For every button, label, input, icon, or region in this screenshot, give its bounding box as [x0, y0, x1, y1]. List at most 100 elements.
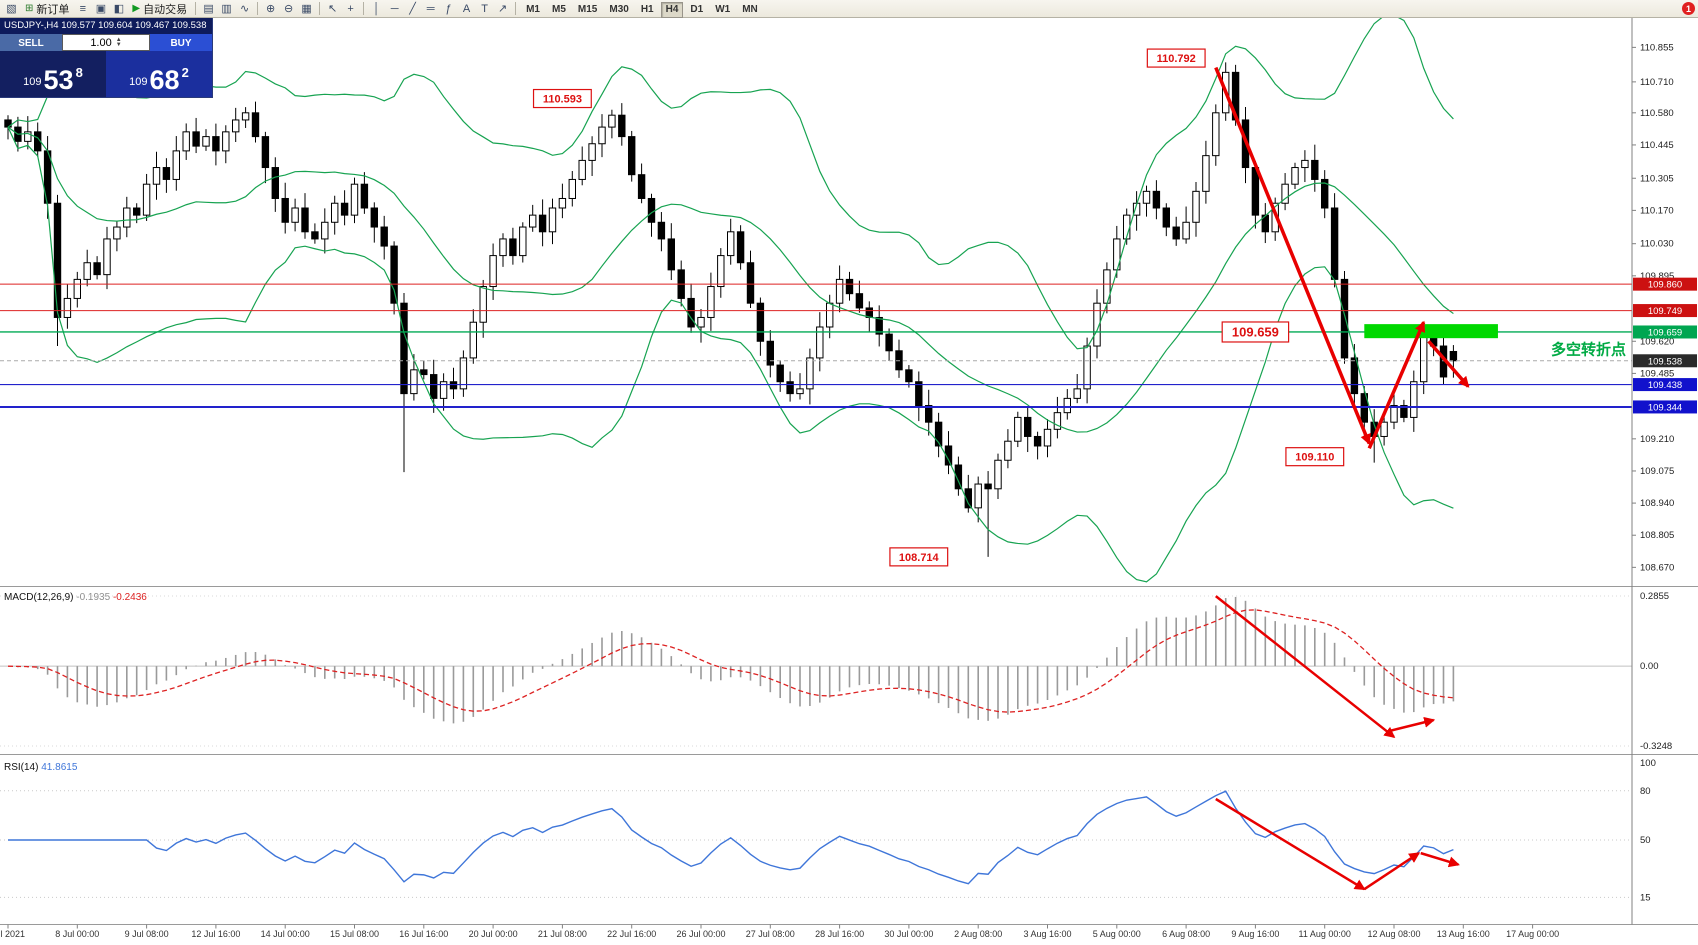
svg-text:109.659: 109.659 — [1648, 327, 1682, 338]
sell-price-button[interactable]: 109 53 8 — [0, 51, 106, 97]
svg-text:11 Aug 00:00: 11 Aug 00:00 — [1299, 929, 1351, 939]
svg-text:5 Aug 00:00: 5 Aug 00:00 — [1093, 929, 1141, 939]
vertical-line-icon[interactable]: │ — [373, 2, 381, 15]
price-axis[interactable]: 110.855 110.710 110.580 110.445 110.305 110.1… — [1631, 18, 1697, 925]
svg-text:28 Jul 16:00: 28 Jul 16:00 — [815, 929, 864, 939]
new-order-label: 新订单 — [36, 3, 70, 16]
timeframe-m1-button[interactable]: M1 — [526, 4, 540, 15]
chart-canvas[interactable]: 110.593 110.792 109.659 109.110 108.714 多空转折点… — [0, 18, 1698, 945]
candlestick-chart-icon[interactable]: ▥ — [221, 3, 232, 15]
svg-text:27 Jul 08:00: 27 Jul 08:00 — [746, 929, 795, 939]
volume-stepper[interactable]: 1.00 ▲ ▼ — [62, 34, 150, 51]
horizontal-lines[interactable] — [0, 283, 1632, 408]
svg-text:6 Aug 08:00: 6 Aug 08:00 — [1162, 929, 1210, 939]
svg-text:108.714: 108.714 — [899, 552, 940, 564]
toolbar-separator — [257, 2, 259, 15]
candlesticks — [4, 62, 1458, 557]
timeframe-d1-button[interactable]: D1 — [690, 4, 704, 15]
svg-text:22 Jul 16:00: 22 Jul 16:00 — [607, 929, 656, 939]
buy-price-button[interactable]: 109 68 2 — [106, 51, 212, 97]
auto-trading-button[interactable]: ▶ 自动交易 — [128, 1, 191, 16]
trendline-icon[interactable]: ╱ — [409, 3, 416, 15]
svg-text:109.110: 109.110 — [1295, 452, 1334, 464]
timeframe-mn-button[interactable]: MN — [742, 4, 758, 15]
svg-text:-0.3248: -0.3248 — [1640, 741, 1672, 752]
toolbar-separator — [195, 2, 197, 15]
crosshair-icon[interactable]: + — [347, 2, 354, 15]
svg-text:109.438: 109.438 — [1648, 380, 1682, 391]
buy-price-prefix: 109 — [129, 76, 148, 88]
plot-layers: 110.593 110.792 109.659 109.110 108.714 多空转折点 — [0, 18, 1632, 583]
notification-badge[interactable]: 1 — [1682, 2, 1695, 15]
svg-text:100: 100 — [1640, 758, 1656, 769]
chart-area: 110.593 110.792 109.659 109.110 108.714 多空转折点… — [0, 18, 1698, 945]
timeframe-h1-button[interactable]: H1 — [640, 4, 654, 15]
svg-text:8 Jul 00:00: 8 Jul 00:00 — [55, 929, 99, 939]
time-axis[interactable]: Jul 2021 8 Jul 00:00 9 Jul 08:00 12 Jul 16:… — [0, 924, 1559, 940]
price-tag — [1633, 378, 1697, 392]
new-order-button[interactable]: ⊞ 新订单 — [21, 1, 73, 16]
svg-text:80: 80 — [1640, 786, 1651, 797]
sell-price-prefix: 109 — [23, 76, 42, 88]
toolbar-separator — [319, 2, 321, 15]
price-tag — [1633, 277, 1697, 291]
price-tag — [1633, 325, 1697, 339]
svg-text:13 Aug 16:00: 13 Aug 16:00 — [1437, 929, 1490, 939]
timeframe-m5-button[interactable]: M5 — [552, 4, 566, 15]
timeframe-h4-button[interactable]: H4 — [660, 2, 684, 18]
turning-point-note: 多空转折点 — [1551, 341, 1626, 359]
timeframe-w1-button[interactable]: W1 — [715, 4, 731, 15]
buy-button[interactable]: BUY — [150, 34, 212, 51]
volume-up-button[interactable]: ▲ — [115, 36, 122, 43]
market-watch-icon[interactable]: ≡ — [79, 2, 87, 15]
cursor-icon[interactable]: ↖ — [327, 3, 338, 15]
line-chart-icon[interactable]: ∿ — [239, 3, 250, 15]
timeframe-m15-button[interactable]: M15 — [577, 4, 598, 15]
svg-text:109.538: 109.538 — [1648, 356, 1682, 367]
volume-down-button[interactable]: ▼ — [115, 41, 122, 48]
toolbar: ▧ ⊞ 新订单 ≡ ▣ ◧ ▶ 自动交易 ▤ ▥ ∿ ⊕ ⊖ ▦ ↖ + │ ─… — [0, 0, 1698, 18]
svg-text:21 Jul 08:00: 21 Jul 08:00 — [538, 929, 587, 939]
svg-text:109.659: 109.659 — [1232, 325, 1279, 340]
svg-text:110.792: 110.792 — [1157, 53, 1196, 65]
toolbar-separator — [515, 2, 517, 15]
sell-button[interactable]: SELL — [0, 34, 62, 51]
svg-text:109.749: 109.749 — [1648, 306, 1682, 317]
sell-price-sup: 8 — [75, 65, 83, 80]
arrows-icon[interactable]: ↗ — [497, 3, 508, 15]
auto-trading-label: 自动交易 — [143, 3, 188, 16]
data-window-icon[interactable]: ▣ — [95, 3, 107, 15]
svg-text:110.710: 110.710 — [1640, 77, 1674, 88]
timeframe-m30-button[interactable]: M30 — [609, 4, 629, 15]
rsi-panel — [0, 790, 1632, 898]
svg-text:110.305: 110.305 — [1640, 173, 1674, 184]
new-order-icon: ⊞ — [25, 3, 34, 14]
label-icon[interactable]: T — [481, 2, 488, 15]
svg-text:26 Jul 00:00: 26 Jul 00:00 — [676, 929, 725, 939]
navigator-icon[interactable]: ◧ — [113, 3, 125, 15]
svg-text:110.030: 110.030 — [1640, 239, 1674, 250]
sell-price-big: 53 — [43, 65, 74, 96]
svg-text:109.210: 109.210 — [1640, 434, 1674, 445]
new-chart-icon[interactable]: ▧ — [6, 3, 17, 15]
tile-windows-icon[interactable]: ▦ — [301, 3, 312, 15]
horizontal-line-icon[interactable]: ─ — [390, 2, 399, 15]
svg-text:12 Aug 08:00: 12 Aug 08:00 — [1367, 929, 1420, 939]
trend-arrows — [1214, 66, 1470, 450]
channel-icon[interactable]: ═ — [426, 2, 435, 15]
svg-text:108.670: 108.670 — [1640, 562, 1674, 573]
bar-chart-icon[interactable]: ▤ — [203, 3, 214, 15]
buy-price-sup: 2 — [181, 65, 189, 80]
svg-text:Jul 2021: Jul 2021 — [0, 929, 25, 939]
svg-text:50: 50 — [1640, 835, 1651, 846]
play-icon: ▶ — [132, 3, 141, 14]
rsi-label: RSI(14) 41.8615 — [4, 762, 78, 773]
svg-text:110.580: 110.580 — [1640, 108, 1674, 119]
zoom-in-icon[interactable]: ⊕ — [265, 3, 276, 15]
svg-text:2 Aug 08:00: 2 Aug 08:00 — [954, 929, 1002, 939]
zoom-out-icon[interactable]: ⊖ — [283, 3, 294, 15]
fibonacci-icon[interactable]: ƒ — [445, 2, 452, 15]
macd-panel — [0, 595, 1632, 747]
svg-text:17 Aug 00:00: 17 Aug 00:00 — [1506, 929, 1559, 939]
text-icon[interactable]: A — [462, 2, 471, 15]
